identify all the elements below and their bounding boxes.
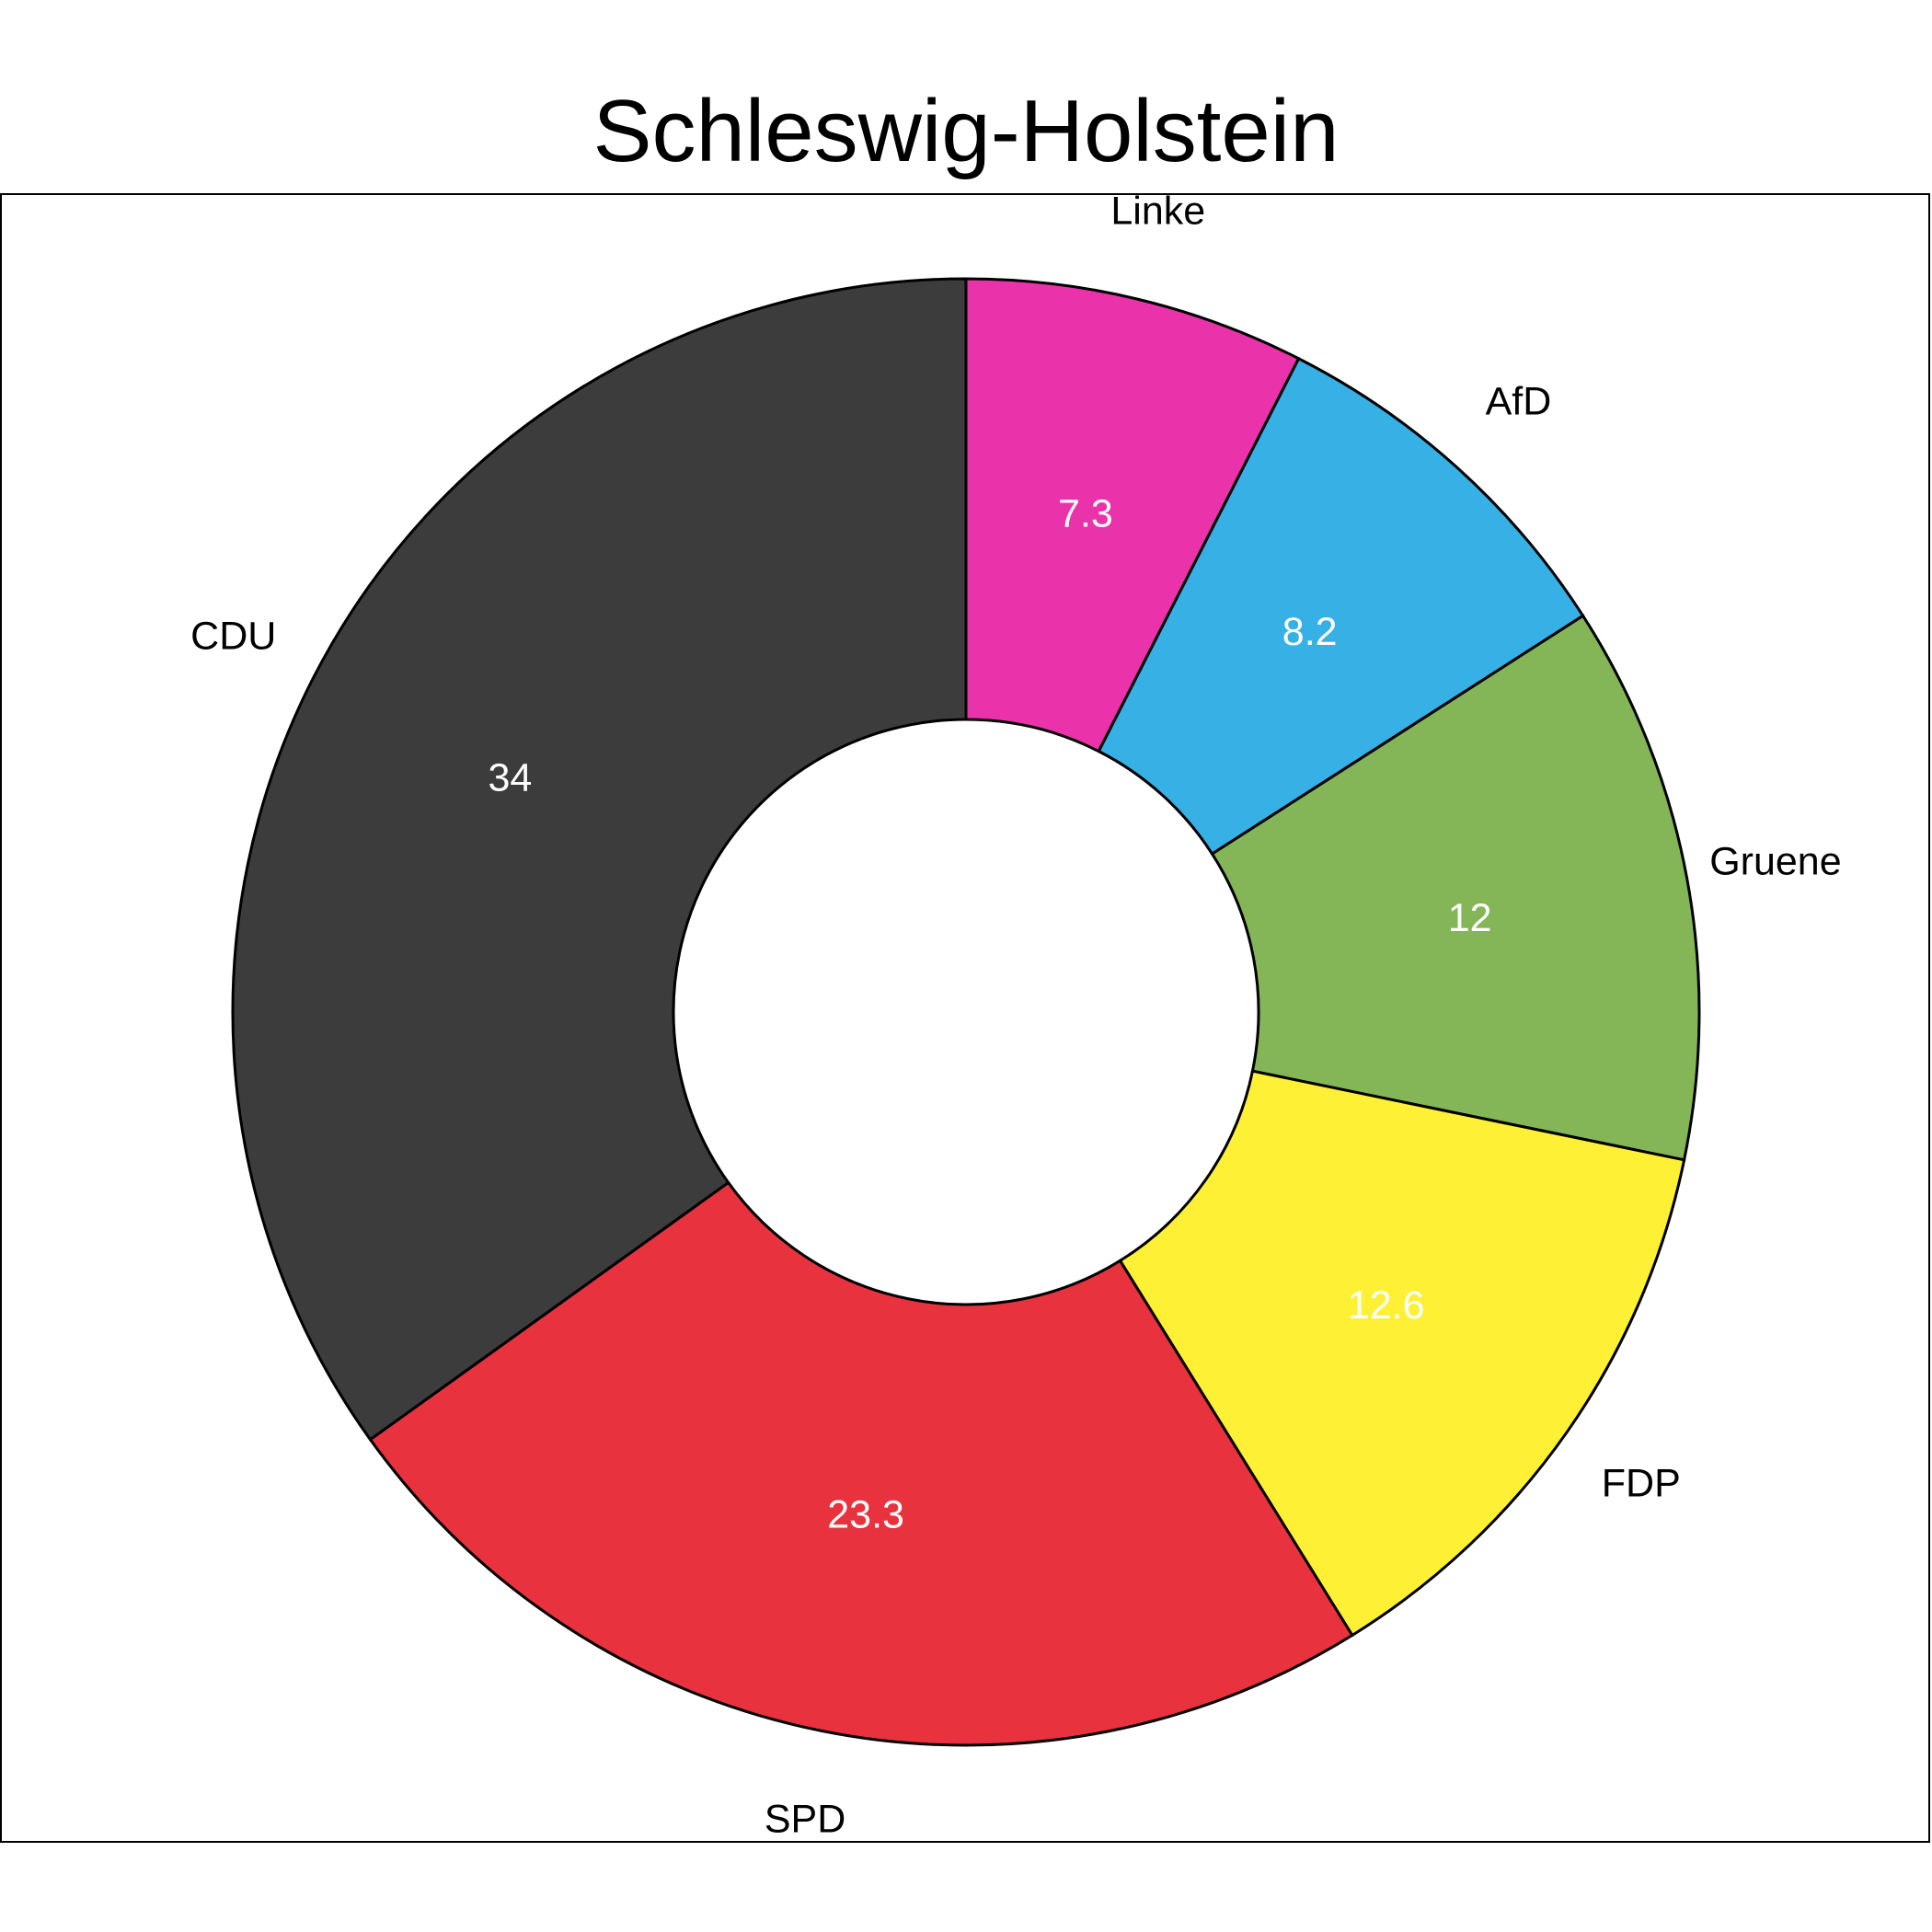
category-label-afd: AfD [1486,379,1552,423]
value-label-cdu: 34 [489,756,533,800]
category-label-gruene: Gruene [1709,839,1841,883]
category-label-cdu: CDU [190,614,276,658]
slice-gruene [1210,614,1701,1162]
slice-group [231,277,1701,1747]
category-label-linke: Linke [1110,190,1205,234]
category-label-spd: SPD [765,1798,845,1842]
value-label-fdp: 12.6 [1348,1283,1425,1328]
value-label-linke: 7.3 [1058,491,1113,535]
slice-fdp [1118,1069,1686,1638]
chart-title: Schleswig-Holstein [592,82,1340,180]
value-label-spd: 23.3 [827,1492,904,1536]
category-label-fdp: FDP [1602,1461,1681,1505]
value-label-afd: 8.2 [1282,610,1338,654]
plot-panel-border [0,193,1930,1843]
category-label-group: Linke AfD Gruene FDP SPD CDU [190,190,1841,1842]
slice-cdu [231,277,968,1442]
value-label-group: 7.3 8.2 12 12.6 23.3 34 [489,491,1492,1536]
value-label-gruene: 12 [1448,896,1492,940]
slice-afd [1097,356,1585,857]
slice-spd [368,1180,1354,1747]
slice-linke [964,277,1301,753]
